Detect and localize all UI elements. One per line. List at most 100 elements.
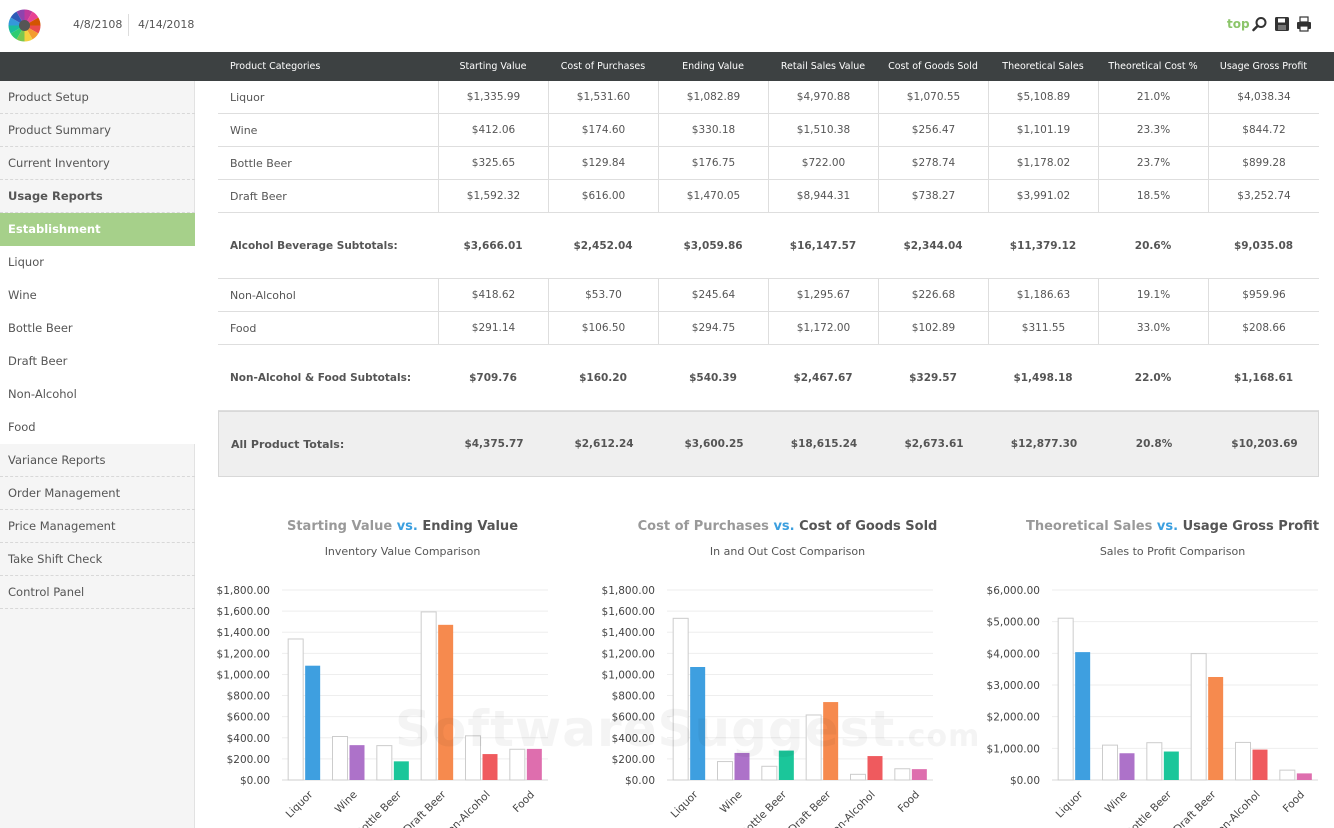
cell-starting-value: $3,666.01 xyxy=(463,239,523,252)
sidebar-item-wine[interactable]: Wine xyxy=(0,279,195,312)
cell-theoretical-cost: 21.0% xyxy=(1098,81,1208,113)
column-header-cost-of-goods-sold[interactable]: Cost of Goods Sold xyxy=(888,61,978,72)
column-header-ending-value[interactable]: Ending Value xyxy=(682,61,744,72)
bar-cost-of-purchases-liquor[interactable] xyxy=(672,617,689,781)
bar-usage-gross-profit-wine[interactable] xyxy=(1119,753,1135,780)
bar-starting-value-wine[interactable] xyxy=(332,736,348,781)
bar-cost-of-purchases-non-alcohol[interactable] xyxy=(850,773,866,781)
cell-starting-value: $412.06 xyxy=(438,114,548,146)
bar-cost-of-purchases-food[interactable] xyxy=(894,768,911,781)
sidebar-item-establishment[interactable]: Establishment xyxy=(0,213,195,246)
chart-sales-vs-profit: Theoretical Sales vs. Usage Gross Profit… xyxy=(980,505,1334,828)
bar-cost-of-goods-sold-wine[interactable] xyxy=(734,752,750,780)
bar-cost-of-goods-sold-non-alcohol[interactable] xyxy=(867,756,883,780)
bar-theoretical-sales-food[interactable] xyxy=(1279,769,1296,781)
column-header-theoretical-sales[interactable]: Theoretical Sales xyxy=(1002,61,1084,72)
cell-starting-value: $291.14 xyxy=(438,312,548,344)
bar-starting-value-bottle-beer[interactable] xyxy=(376,745,393,781)
sidebar-item-variance-reports[interactable]: Variance Reports xyxy=(0,444,195,477)
bar-starting-value-liquor[interactable] xyxy=(287,638,304,781)
cell-usage-gross-profit: $10,203.69 xyxy=(1231,438,1298,450)
column-header-product-categories[interactable]: Product Categories xyxy=(230,61,321,72)
bar-cost-of-goods-sold-draft-beer[interactable] xyxy=(823,702,839,780)
y-tick-label: $200.00 xyxy=(227,754,270,766)
bar-theoretical-sales-wine[interactable] xyxy=(1102,744,1118,781)
date-start[interactable]: 4/8/2108 xyxy=(73,18,123,31)
row-label: Non-Alcohol xyxy=(230,288,296,302)
sidebar-item-control-panel[interactable]: Control Panel xyxy=(0,576,195,609)
chart-title-vs: vs. xyxy=(773,519,795,534)
bar-ending-value-draft-beer[interactable] xyxy=(438,624,454,780)
cell-retail-sales-value: $722.00 xyxy=(768,147,878,179)
cell-theoretical-cost: 20.6% xyxy=(1134,239,1172,252)
bar-cost-of-purchases-bottle-beer[interactable] xyxy=(761,765,778,781)
app-logo-icon[interactable] xyxy=(8,9,41,42)
cell-cost-of-goods-sold: $738.27 xyxy=(878,180,988,212)
chart-title-part1: Cost of Purchases xyxy=(637,519,769,534)
save-icon[interactable] xyxy=(1274,16,1290,32)
sidebar-item-liquor[interactable]: Liquor xyxy=(0,246,195,279)
table-header-row: Product Categories Starting Value Cost of … xyxy=(0,52,1334,81)
bar-usage-gross-profit-liquor[interactable] xyxy=(1075,652,1091,780)
bar-ending-value-wine[interactable] xyxy=(349,745,365,780)
x-category-label: Draft Beer xyxy=(402,788,449,828)
chart-title-part2: Usage Gross Profit xyxy=(1182,519,1320,534)
bar-starting-value-food[interactable] xyxy=(509,748,526,781)
cell-retail-sales-value: $18,615.24 xyxy=(790,438,858,450)
cell-retail-sales-value: $1,295.67 xyxy=(768,279,878,311)
bar-usage-gross-profit-draft-beer[interactable] xyxy=(1208,676,1224,780)
bar-cost-of-goods-sold-bottle-beer[interactable] xyxy=(778,750,794,780)
column-header-cost-of-purchases[interactable]: Cost of Purchases xyxy=(560,61,646,72)
column-header-retail-sales-value[interactable]: Retail Sales Value xyxy=(780,61,866,72)
cell-ending-value: $1,082.89 xyxy=(658,81,768,113)
sidebar-item-draft-beer[interactable]: Draft Beer xyxy=(0,345,195,378)
cell-theoretical-cost: 33.0% xyxy=(1098,312,1208,344)
bar-theoretical-sales-non-alcohol[interactable] xyxy=(1235,741,1251,781)
sidebar-item-product-setup[interactable]: Product Setup xyxy=(0,81,195,114)
bar-theoretical-sales-draft-beer[interactable] xyxy=(1190,653,1207,781)
sidebar-item-product-summary[interactable]: Product Summary xyxy=(0,114,195,147)
bar-ending-value-liquor[interactable] xyxy=(305,665,321,780)
sidebar-item-bottle-beer[interactable]: Bottle Beer xyxy=(0,312,195,345)
sidebar-item-current-inventory[interactable]: Current Inventory xyxy=(0,147,195,180)
print-icon[interactable] xyxy=(1296,16,1312,32)
cell-cost-of-purchases: $106.50 xyxy=(548,312,658,344)
row-label: Draft Beer xyxy=(230,189,287,203)
bar-ending-value-bottle-beer[interactable] xyxy=(393,761,409,780)
top-link[interactable]: top xyxy=(1227,17,1250,31)
bar-ending-value-food[interactable] xyxy=(526,748,542,780)
bar-cost-of-purchases-draft-beer[interactable] xyxy=(805,714,822,781)
cell-usage-gross-profit: $844.72 xyxy=(1208,114,1319,146)
x-category-label: Draft Beer xyxy=(1172,788,1219,828)
bar-theoretical-sales-liquor[interactable] xyxy=(1057,617,1074,781)
sidebar-item-order-management[interactable]: Order Management xyxy=(0,477,195,510)
y-tick-label: $1,000.00 xyxy=(217,669,270,681)
column-header-starting-value[interactable]: Starting Value xyxy=(459,61,527,72)
column-header-theoretical-cost[interactable]: Theoretical Cost % xyxy=(1108,61,1198,72)
bar-cost-of-goods-sold-food[interactable] xyxy=(911,769,927,780)
bar-usage-gross-profit-non-alcohol[interactable] xyxy=(1252,749,1268,780)
sidebar-item-non-alcohol[interactable]: Non-Alcohol xyxy=(0,378,195,411)
x-category-label: Wine xyxy=(718,789,745,816)
bar-usage-gross-profit-food[interactable] xyxy=(1296,773,1312,780)
chart-starting-vs-ending: Starting Value vs. Ending Value Inventory… xyxy=(210,505,595,828)
bar-theoretical-sales-bottle-beer[interactable] xyxy=(1146,742,1163,781)
x-category-label: Bottle Beer xyxy=(739,788,790,828)
search-icon[interactable] xyxy=(1252,16,1268,32)
bar-starting-value-draft-beer[interactable] xyxy=(420,611,437,781)
sidebar-item-price-management[interactable]: Price Management xyxy=(0,510,195,543)
date-end[interactable]: 4/14/2018 xyxy=(138,18,195,31)
bar-cost-of-purchases-wine[interactable] xyxy=(717,761,733,781)
bar-cost-of-goods-sold-liquor[interactable] xyxy=(690,666,706,780)
bar-usage-gross-profit-bottle-beer[interactable] xyxy=(1163,751,1179,780)
sidebar-item-food[interactable]: Food xyxy=(0,411,195,444)
cell-retail-sales-value: $16,147.57 xyxy=(789,239,857,252)
sidebar-item-usage-reports[interactable]: Usage Reports xyxy=(0,180,195,213)
sidebar-item-take-shift-check[interactable]: Take Shift Check xyxy=(0,543,195,576)
bar-starting-value-non-alcohol[interactable] xyxy=(465,735,481,781)
watermark-main: SoftwareSuggest xyxy=(395,700,895,758)
y-tick-label: $600.00 xyxy=(612,712,655,724)
bar-ending-value-non-alcohol[interactable] xyxy=(482,754,498,780)
column-header-usage-gross-profit[interactable]: Usage Gross Profit xyxy=(1219,61,1308,72)
x-category-label: Non-Alcohol xyxy=(440,789,493,828)
